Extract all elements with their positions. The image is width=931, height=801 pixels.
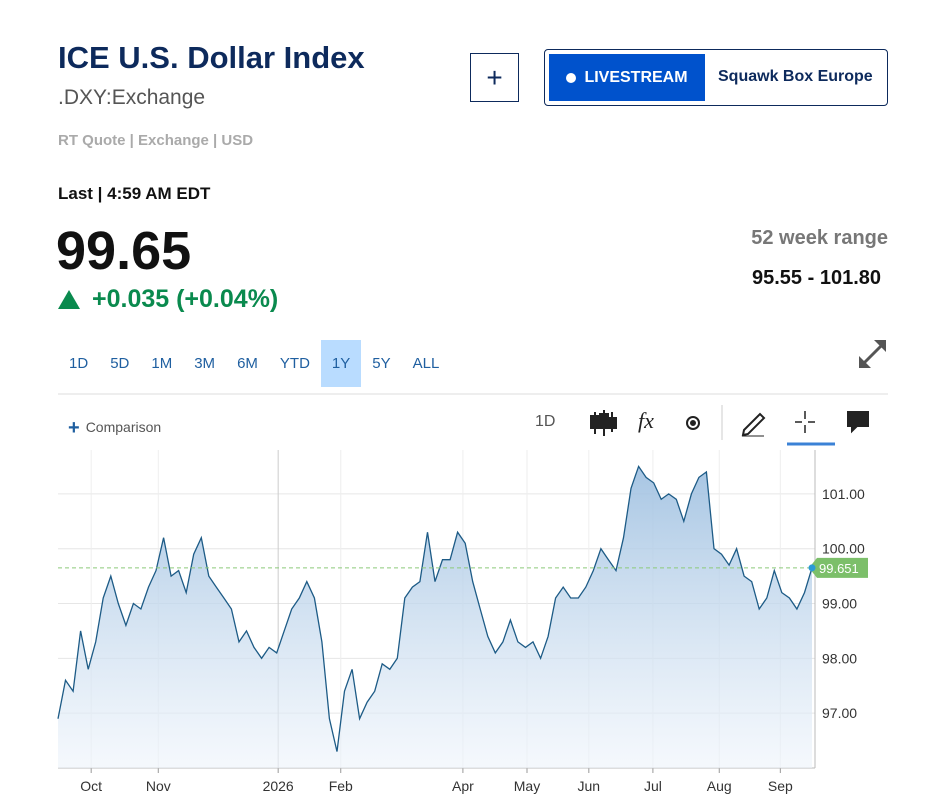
price: 99.65 — [56, 221, 192, 281]
comparison-button[interactable]: + Comparison — [68, 417, 162, 439]
livestream-text: LIVESTREAM — [584, 68, 688, 86]
price-badge-label: 99.651 — [819, 561, 859, 576]
y-tick-label: 98.00 — [822, 650, 857, 666]
x-tick-label: Apr — [452, 778, 474, 794]
price-badge — [809, 557, 868, 578]
livestream-button[interactable]: LIVESTREAM — [549, 54, 705, 101]
range-tab[interactable]: 3M — [194, 355, 216, 372]
range-tab[interactable]: 5Y — [372, 355, 391, 372]
symbol: .DXY:Exchange — [58, 86, 206, 109]
plot: 97.00 98.00 99.00 100.00 101.00 Oct Nov 2026 Feb… — [57, 450, 868, 794]
range-tab[interactable]: 5D — [110, 355, 130, 372]
last-label: Last | 4:59 AM EDT — [58, 184, 211, 203]
range-tab[interactable]: 1D — [69, 355, 89, 372]
add-button[interactable]: + — [470, 53, 519, 102]
change: +0.035 (+0.04%) — [92, 285, 279, 313]
title: ICE U.S. Dollar Index — [58, 40, 365, 75]
range-tab[interactable]: 6M — [237, 355, 258, 372]
range-tab[interactable]: YTD — [279, 355, 310, 372]
range-tab[interactable]: 1M — [151, 355, 173, 372]
change-row: +0.035 (+0.04%) — [58, 285, 278, 314]
y-tick-label: 97.00 — [822, 705, 857, 721]
x-tick-label: Nov — [146, 778, 171, 794]
svg-text:fx: fx — [638, 408, 654, 433]
y-tick-label: 101.00 — [822, 486, 865, 502]
toolbar-icons: fx — [590, 405, 869, 446]
y-tick-label: 99.00 — [822, 596, 857, 612]
x-tick-label: Jul — [644, 778, 662, 794]
x-tick-label: 2026 — [263, 778, 294, 794]
expand-icon — [859, 340, 886, 368]
range-value: 95.55 - 101.80 — [752, 267, 881, 289]
last-point — [808, 564, 816, 572]
y-tick-label: 100.00 — [822, 541, 865, 557]
quote-info: RT Quote | Exchange | USD — [58, 132, 254, 149]
live-box — [544, 49, 888, 106]
range-tab[interactable]: ALL — [412, 355, 440, 372]
show-link[interactable]: Squawk Box Europe — [718, 68, 873, 85]
interval-button[interactable]: 1D — [535, 413, 556, 430]
x-tick-label: Jun — [578, 778, 601, 794]
range-tabs: 1D 5D 1M 3M 6M YTD 1Y 5Y ALL — [58, 340, 450, 387]
area-fill — [58, 466, 812, 768]
up-arrow — [58, 290, 80, 309]
comparison-text: Comparison — [85, 419, 162, 435]
x-tick-label: Oct — [80, 778, 102, 794]
range-tab[interactable]: 1Y — [320, 340, 362, 387]
x-tick-label: Feb — [329, 778, 353, 794]
x-tick-label: Aug — [707, 778, 732, 794]
live-dot — [566, 72, 577, 83]
x-tick-label: Sep — [768, 778, 793, 794]
price-line — [57, 464, 813, 752]
range-label: 52 week range — [751, 227, 888, 249]
x-tick-label: May — [514, 778, 540, 794]
